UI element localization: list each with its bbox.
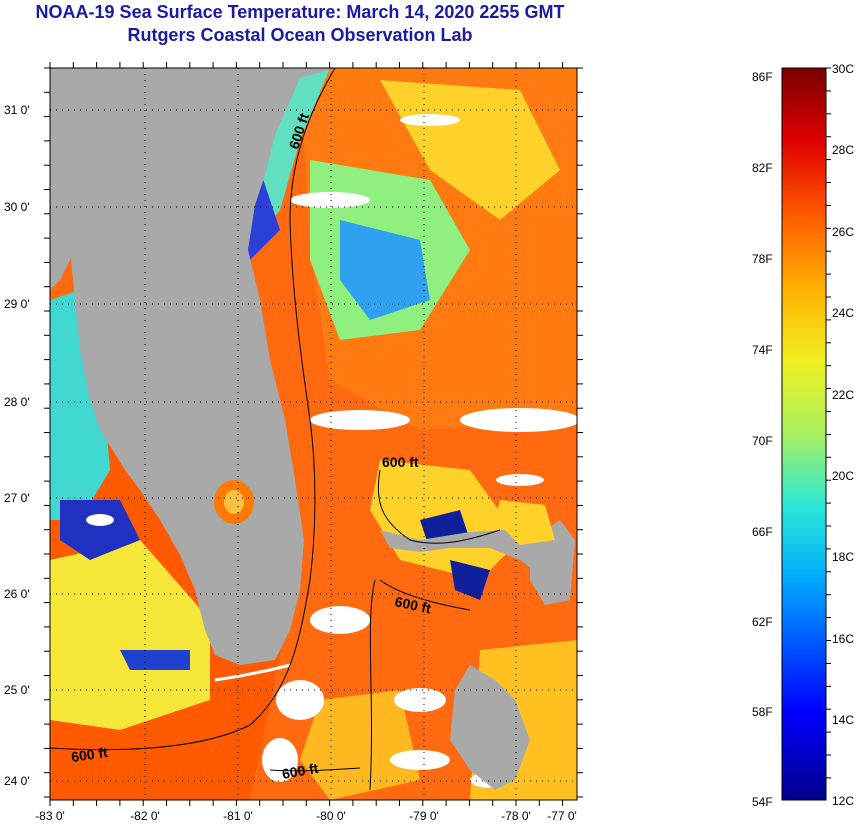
lat-label: 25 0' <box>4 683 30 697</box>
celsius-label: 26C <box>832 225 854 239</box>
contour-label: 600 ft <box>70 744 109 765</box>
lat-label: 29 0' <box>4 297 30 311</box>
lat-label: 30 0' <box>4 200 30 214</box>
lat-label: 31 0' <box>4 103 30 117</box>
sst-field <box>50 68 577 800</box>
map-title: NOAA-19 Sea Surface Temperature: March 1… <box>35 2 565 22</box>
celsius-label: 28C <box>832 143 854 157</box>
graticule <box>50 68 577 800</box>
andros <box>450 665 530 790</box>
map-subtitle: Rutgers Coastal Ocean Observation Lab <box>127 25 473 45</box>
lon-label: -78 0' <box>501 809 531 823</box>
lon-label: -83 0' <box>35 809 65 823</box>
fahrenheit-label: 78F <box>752 252 773 266</box>
lon-label: -82 0' <box>130 809 160 823</box>
lon-label: -77 0' <box>547 809 577 823</box>
lon-label: -79 0' <box>409 809 439 823</box>
fahrenheit-label: 74F <box>752 343 773 357</box>
colorbar-ticks <box>826 67 831 779</box>
lon-label: -81 0' <box>223 809 253 823</box>
celsius-label: 22C <box>832 388 854 402</box>
lat-label: 27 0' <box>4 491 30 505</box>
contour-label: 600 ft <box>281 760 320 782</box>
axis-ticks <box>44 62 583 806</box>
map-frame <box>49 67 578 801</box>
florida-land <box>50 68 335 665</box>
fahrenheit-label: 66F <box>752 525 773 539</box>
contour-label: 600 ft <box>382 454 419 470</box>
lat-label: 24 0' <box>4 774 30 788</box>
celsius-label: 16C <box>832 632 854 646</box>
fahrenheit-label: 62F <box>752 615 773 629</box>
600ft-contours <box>50 68 501 791</box>
contour-label: 600 ft <box>393 593 432 616</box>
celsius-label: 12C <box>832 794 854 808</box>
celsius-label: 18C <box>832 550 854 564</box>
fahrenheit-label: 58F <box>752 705 773 719</box>
lat-label: 28 0' <box>4 395 30 409</box>
fahrenheit-label: 82F <box>752 161 773 175</box>
celsius-label: 24C <box>832 306 854 320</box>
lon-label: -80 0' <box>316 809 346 823</box>
grand-bahama <box>380 530 560 575</box>
celsius-label: 14C <box>832 713 854 727</box>
fahrenheit-label: 70F <box>752 434 773 448</box>
celsius-label: 30C <box>832 62 854 76</box>
lat-label: 26 0' <box>4 587 30 601</box>
celsius-label: 20C <box>832 469 854 483</box>
fahrenheit-label: 86F <box>752 70 773 84</box>
colorbar <box>781 67 827 801</box>
fahrenheit-label: 54F <box>752 795 773 809</box>
